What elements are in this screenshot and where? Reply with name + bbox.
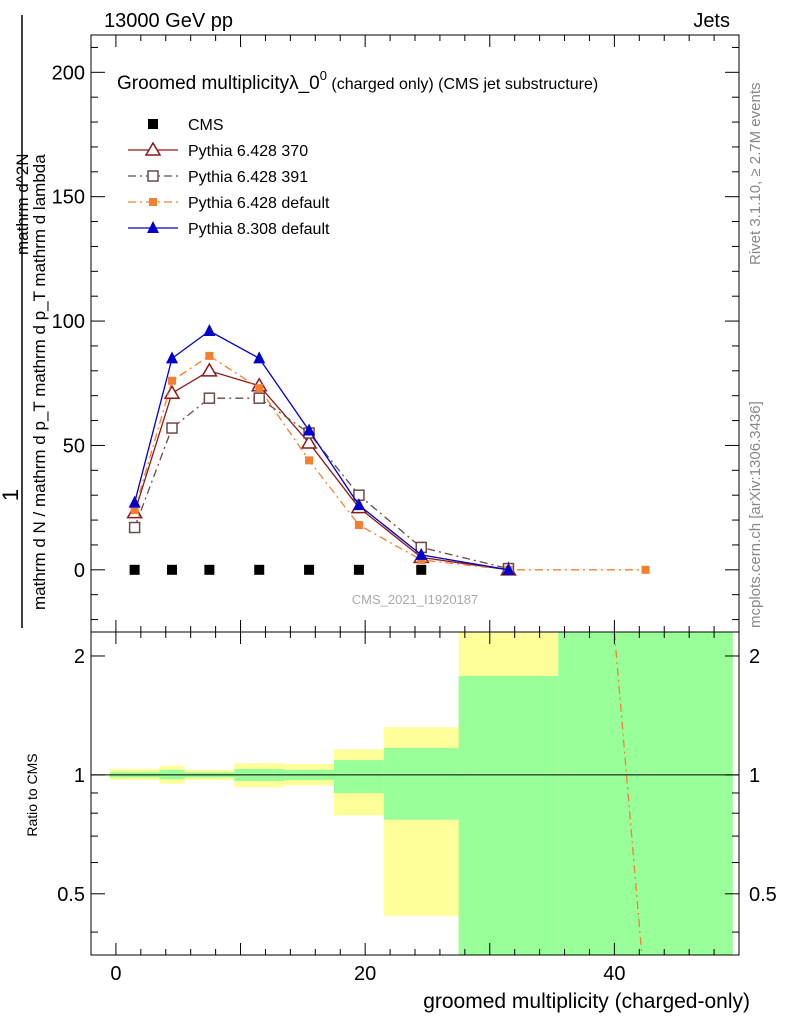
- legend-entry: Pythia 6.428 default: [128, 195, 330, 212]
- y-tick-label: 50: [63, 435, 85, 457]
- data-point: [168, 376, 176, 385]
- ratio-y-tick-label-right: 1: [749, 765, 760, 787]
- data-point: [128, 495, 141, 508]
- ratio-y-tick-label: 0.5: [57, 884, 85, 906]
- main-y-axis-label: 1 mathrm d N / mathrm d p_T mathrm d p_T…: [0, 15, 49, 628]
- data-point: [416, 564, 427, 575]
- legend-label: Pythia 6.428 391: [188, 169, 308, 186]
- series-line: [133, 330, 509, 571]
- ratio-y-tick-label-right: 2: [749, 646, 760, 668]
- legend-entry: Pythia 8.308 default: [128, 221, 330, 238]
- mcplots-credits: mcplots.cern.ch [arXiv:1306.3436]: [747, 401, 764, 628]
- ratio-band-green: [458, 675, 559, 955]
- legend-entry: Pythia 6.428 391: [128, 169, 308, 186]
- x-tick-label: 0: [110, 963, 121, 985]
- data-point: [304, 564, 315, 575]
- data-point: [163, 384, 181, 399]
- y-tick-label: 100: [52, 311, 85, 333]
- series-3: [130, 351, 650, 574]
- series-4: [128, 324, 515, 575]
- data-point: [354, 521, 363, 530]
- data-point: [353, 564, 364, 575]
- legend-marker: [149, 198, 157, 206]
- data-point: [641, 565, 650, 574]
- data-point: [130, 506, 139, 515]
- series-0: [129, 564, 427, 575]
- title-main: Groomed multiplicityλ_0: [117, 73, 320, 94]
- y-tick-label: 0: [74, 560, 85, 582]
- legend-label: Pythia 6.428 370: [188, 143, 308, 160]
- y-tick-label: 200: [52, 62, 85, 84]
- series-line: [134, 397, 509, 570]
- title-tail: (charged only) (CMS jet substructure): [327, 76, 598, 93]
- data-point: [352, 498, 365, 511]
- data-point: [203, 392, 216, 404]
- x-tick-label: 40: [603, 963, 625, 985]
- y-tick-label: 150: [52, 187, 85, 209]
- ratio-series-line: [613, 631, 643, 956]
- data-point: [300, 434, 318, 449]
- legend: CMS Pythia 6.428 370 Pythia 6.428 391 Pythi…: [128, 117, 330, 238]
- ratio-y-axis-label: Ratio to CMS: [24, 753, 40, 836]
- series-2: [128, 392, 515, 575]
- data-point: [201, 362, 218, 377]
- data-point: [166, 351, 178, 364]
- data-point: [205, 351, 214, 360]
- analysis-watermark: CMS_2021_I1920187: [352, 592, 479, 607]
- data-point: [166, 422, 178, 434]
- data-point: [303, 423, 316, 436]
- ylabel-denominator: mathrm d N / mathrm d p_T mathrm d p_T m…: [30, 154, 49, 610]
- legend-label: Pythia 6.428 default: [188, 195, 330, 212]
- data-point: [254, 564, 265, 575]
- ratio-band-green: [383, 747, 459, 820]
- rivet-events-label: Rivet 3.1.10, ≥ 2.7M events: [747, 83, 764, 266]
- legend-marker: [148, 119, 158, 129]
- legend-marker: [147, 221, 159, 233]
- data-point: [253, 351, 266, 364]
- ratio-axes: 0.5 0.51 12 20 20 40: [57, 632, 777, 985]
- ratio-y-tick-label: 1: [74, 765, 85, 787]
- x-tick-label: 20: [354, 963, 376, 985]
- ratio-band-green: [558, 632, 733, 955]
- header-right: Jets: [693, 10, 730, 32]
- legend-label: Pythia 8.308 default: [188, 221, 330, 238]
- ratio-plot-area: [91, 631, 739, 956]
- main-plot-area: [126, 324, 650, 576]
- main-axes: 0 50 100 150 200: [52, 35, 739, 632]
- ratio-y-tick-label-right: 0.5: [749, 884, 777, 906]
- data-point: [305, 456, 314, 465]
- data-point: [167, 564, 177, 575]
- chart-title: Groomed multiplicityλ_00 (charged only) …: [117, 68, 598, 94]
- legend-label: CMS: [188, 117, 224, 134]
- data-point: [203, 324, 216, 337]
- legend-marker: [147, 170, 159, 182]
- legend-entry: Pythia 6.428 370: [128, 141, 308, 160]
- data-point: [128, 521, 141, 534]
- series-line: [133, 370, 509, 571]
- title-sup: 0: [320, 68, 327, 83]
- ratio-y-tick-label: 2: [74, 646, 85, 668]
- ratio-band-green: [334, 760, 384, 793]
- series-line: [133, 355, 646, 571]
- data-point: [502, 562, 515, 575]
- data-point: [204, 564, 215, 575]
- header-left: 13000 GeV pp: [104, 10, 233, 32]
- data-point: [253, 392, 265, 404]
- ylabel-numerator: mathrm d^2N: [13, 153, 32, 255]
- legend-marker: [144, 141, 162, 156]
- series-1: [126, 362, 517, 576]
- legend-entry: CMS: [148, 117, 224, 134]
- data-point: [415, 547, 428, 560]
- ylabel-one: 1: [0, 489, 23, 501]
- data-point: [129, 564, 140, 575]
- data-point: [255, 384, 264, 393]
- x-axis-label: groomed multiplicity (charged-only): [423, 990, 750, 1013]
